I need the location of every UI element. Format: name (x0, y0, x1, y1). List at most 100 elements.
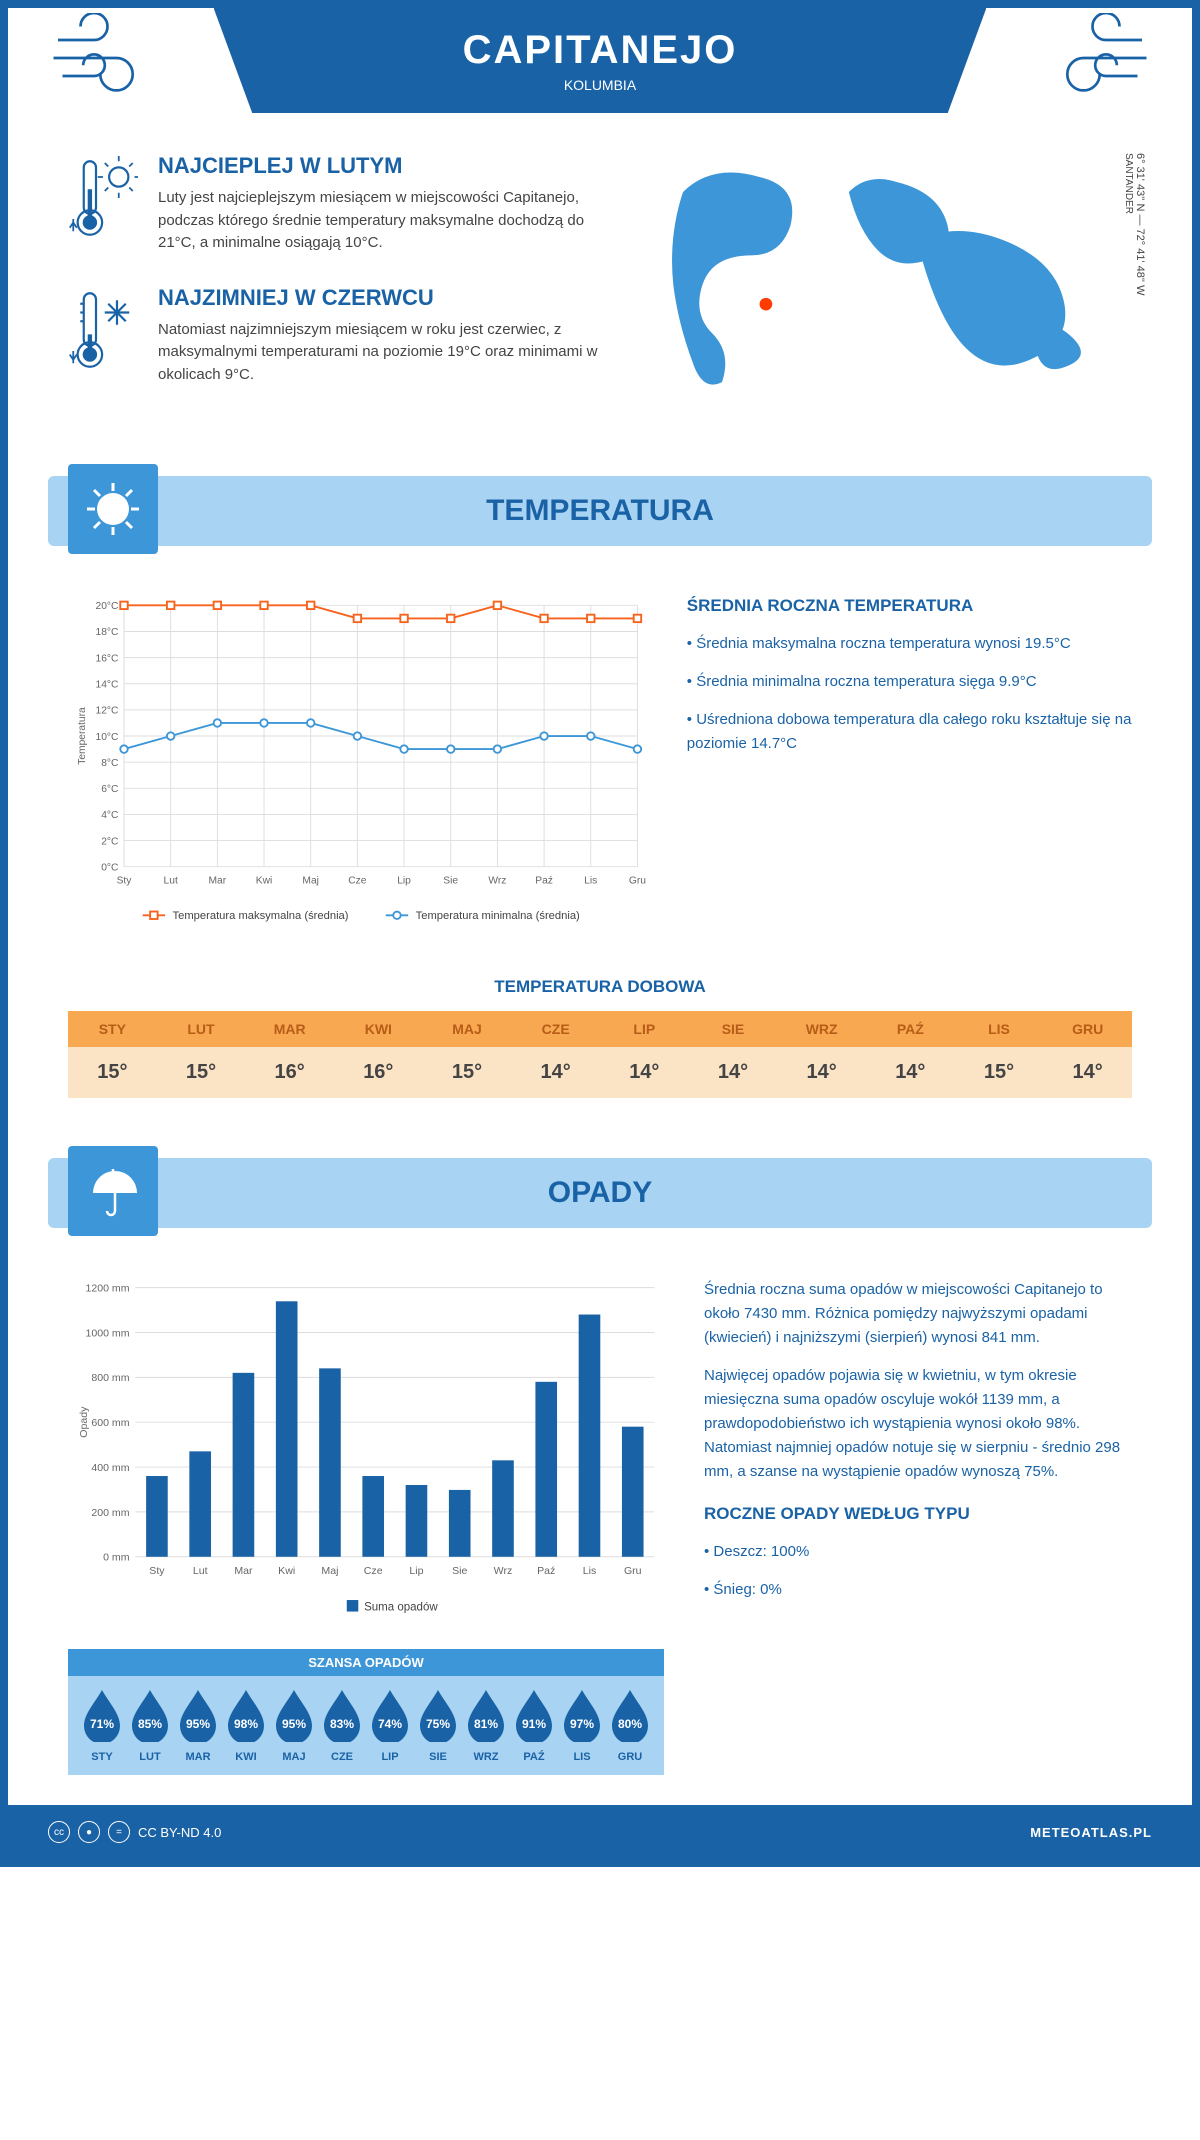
svg-text:Suma opadów: Suma opadów (364, 1602, 438, 1614)
svg-text:1000 mm: 1000 mm (85, 1327, 129, 1339)
daily-month-header: SIE (689, 1011, 778, 1047)
svg-text:Lut: Lut (193, 1565, 208, 1577)
daily-month-header: LIS (955, 1011, 1044, 1047)
svg-text:0 mm: 0 mm (103, 1552, 130, 1564)
raindrop-icon: 75% (416, 1688, 460, 1747)
svg-text:8°C: 8°C (101, 758, 119, 769)
svg-text:Gru: Gru (629, 876, 646, 887)
rain-chance-item: 95% MAJ (272, 1688, 316, 1763)
raindrop-icon: 71% (80, 1688, 124, 1747)
rain-chance-month: CZE (320, 1751, 364, 1763)
svg-text:71%: 71% (90, 1717, 114, 1731)
site-label: METEOATLAS.PL (1030, 1825, 1152, 1840)
svg-text:Kwi: Kwi (278, 1565, 295, 1577)
rain-chance-item: 91% PAŹ (512, 1688, 556, 1763)
map-column: SANTANDER 6° 31' 43'' N — 72° 41' 48'' W (644, 153, 1132, 416)
warmest-title: NAJCIEPLEJ W LUTYM (158, 153, 604, 179)
svg-text:Lip: Lip (409, 1565, 423, 1577)
precip-by-type-heading: ROCZNE OPADY WEDŁUG TYPU (704, 1504, 1132, 1524)
precip-summary-paragraph: Najwięcej opadów pojawia się w kwietniu,… (704, 1364, 1132, 1484)
rain-chance-month: MAJ (272, 1751, 316, 1763)
rain-chance-item: 98% KWI (224, 1688, 268, 1763)
svg-text:Maj: Maj (302, 876, 319, 887)
svg-text:14°C: 14°C (96, 679, 120, 690)
coords-label: 6° 31' 43'' N — 72° 41' 48'' W (1134, 153, 1146, 295)
rain-chance-item: 85% LUT (128, 1688, 172, 1763)
precip-type-item: • Śnieg: 0% (704, 1578, 1132, 1602)
daily-temp-value: 14° (866, 1047, 955, 1098)
svg-text:83%: 83% (330, 1717, 354, 1731)
temp-summary-bullet: • Średnia minimalna roczna temperatura s… (687, 670, 1132, 694)
daily-month-header: WRZ (777, 1011, 866, 1047)
title-banner: CAPITANEJO KOLUMBIA (214, 8, 987, 113)
rain-chance-item: 71% STY (80, 1688, 124, 1763)
svg-text:Maj: Maj (321, 1565, 338, 1577)
coldest-fact: NAJZIMNIEJ W CZERWCU Natomiast najzimnie… (68, 285, 604, 387)
svg-text:Temperatura: Temperatura (77, 707, 88, 765)
rain-chance-month: SIE (416, 1751, 460, 1763)
svg-text:Mar: Mar (234, 1565, 253, 1577)
svg-text:Mar: Mar (209, 876, 227, 887)
svg-text:Wrz: Wrz (494, 1565, 513, 1577)
daily-month-header: MAR (245, 1011, 334, 1047)
daily-month-header: GRU (1043, 1011, 1132, 1047)
svg-text:Opady: Opady (78, 1406, 90, 1438)
rain-chance-month: MAR (176, 1751, 220, 1763)
daily-month-header: LUT (157, 1011, 246, 1047)
svg-text:Temperatura minimalna (średnia: Temperatura minimalna (średnia) (416, 910, 580, 922)
warmest-fact: NAJCIEPLEJ W LUTYM Luty jest najcieplejs… (68, 153, 604, 255)
wind-icon-left (48, 13, 158, 108)
svg-text:85%: 85% (138, 1717, 162, 1731)
precip-row: 0 mm200 mm400 mm600 mm800 mm1000 mm1200 … (8, 1248, 1192, 1805)
umbrella-icon (68, 1146, 158, 1236)
raindrop-icon: 83% (320, 1688, 364, 1747)
temperature-chart: 0°C2°C4°C6°C8°C10°C12°C14°C16°C18°C20°CS… (68, 596, 647, 937)
rain-chance-month: LUT (128, 1751, 172, 1763)
daily-month-header: CZE (511, 1011, 600, 1047)
precip-chart-col: 0 mm200 mm400 mm600 mm800 mm1000 mm1200 … (68, 1278, 664, 1775)
svg-text:Cze: Cze (364, 1565, 383, 1577)
svg-text:18°C: 18°C (96, 627, 120, 638)
svg-text:400 mm: 400 mm (91, 1462, 129, 1474)
daily-temp-value: 15° (68, 1047, 157, 1098)
coldest-body: Natomiast najzimniejszym miesiącem w rok… (158, 319, 604, 387)
raindrop-icon: 98% (224, 1688, 268, 1747)
temperature-section-title: TEMPERATURA (48, 476, 1152, 546)
warmest-body: Luty jest najcieplejszym miesiącem w mie… (158, 187, 604, 255)
rain-chance-item: 74% LIP (368, 1688, 412, 1763)
temp-summary-heading: ŚREDNIA ROCZNA TEMPERATURA (687, 596, 1132, 616)
daily-temp-title: TEMPERATURA DOBOWA (68, 977, 1132, 997)
rain-chance-month: LIP (368, 1751, 412, 1763)
rain-chance-title: SZANSA OPADÓW (68, 1649, 664, 1676)
precip-section-title: OPADY (48, 1158, 1152, 1228)
svg-text:6°C: 6°C (101, 784, 119, 795)
temp-summary-bullet: • Uśredniona dobowa temperatura dla całe… (687, 708, 1132, 756)
svg-text:Sty: Sty (149, 1565, 165, 1577)
nd-icon: = (108, 1821, 130, 1843)
rain-chance-item: 81% WRZ (464, 1688, 508, 1763)
infographic-page: CAPITANEJO KOLUMBIA NAJCIEPLEJ W (0, 0, 1200, 1867)
svg-text:Lis: Lis (584, 876, 597, 887)
daily-temp-block: TEMPERATURA DOBOWA STYLUTMARKWIMAJCZELIP… (8, 967, 1192, 1138)
daily-month-header: LIP (600, 1011, 689, 1047)
svg-text:Paź: Paź (535, 876, 553, 887)
license-text: CC BY-ND 4.0 (138, 1825, 221, 1840)
precip-summary-paragraph: Średnia roczna suma opadów w miejscowośc… (704, 1278, 1132, 1350)
sun-icon (68, 464, 158, 554)
license-block: cc ● = CC BY-ND 4.0 (48, 1821, 221, 1843)
daily-temp-value: 15° (157, 1047, 246, 1098)
daily-temp-value: 14° (1043, 1047, 1132, 1098)
precip-title-text: OPADY (548, 1176, 652, 1209)
svg-text:Lis: Lis (583, 1565, 597, 1577)
rain-chance-month: PAŹ (512, 1751, 556, 1763)
raindrop-icon: 97% (560, 1688, 604, 1747)
svg-text:0°C: 0°C (101, 862, 119, 873)
rain-chance-panel: SZANSA OPADÓW 71% STY 85% LUT 95% MAR 98… (68, 1649, 664, 1775)
cc-icon: cc (48, 1821, 70, 1843)
facts-column: NAJCIEPLEJ W LUTYM Luty jest najcieplejs… (68, 153, 604, 416)
daily-temp-value: 14° (777, 1047, 866, 1098)
svg-text:Lut: Lut (164, 876, 178, 887)
thermometer-snow-icon (68, 285, 138, 387)
svg-text:95%: 95% (186, 1717, 210, 1731)
raindrop-icon: 81% (464, 1688, 508, 1747)
